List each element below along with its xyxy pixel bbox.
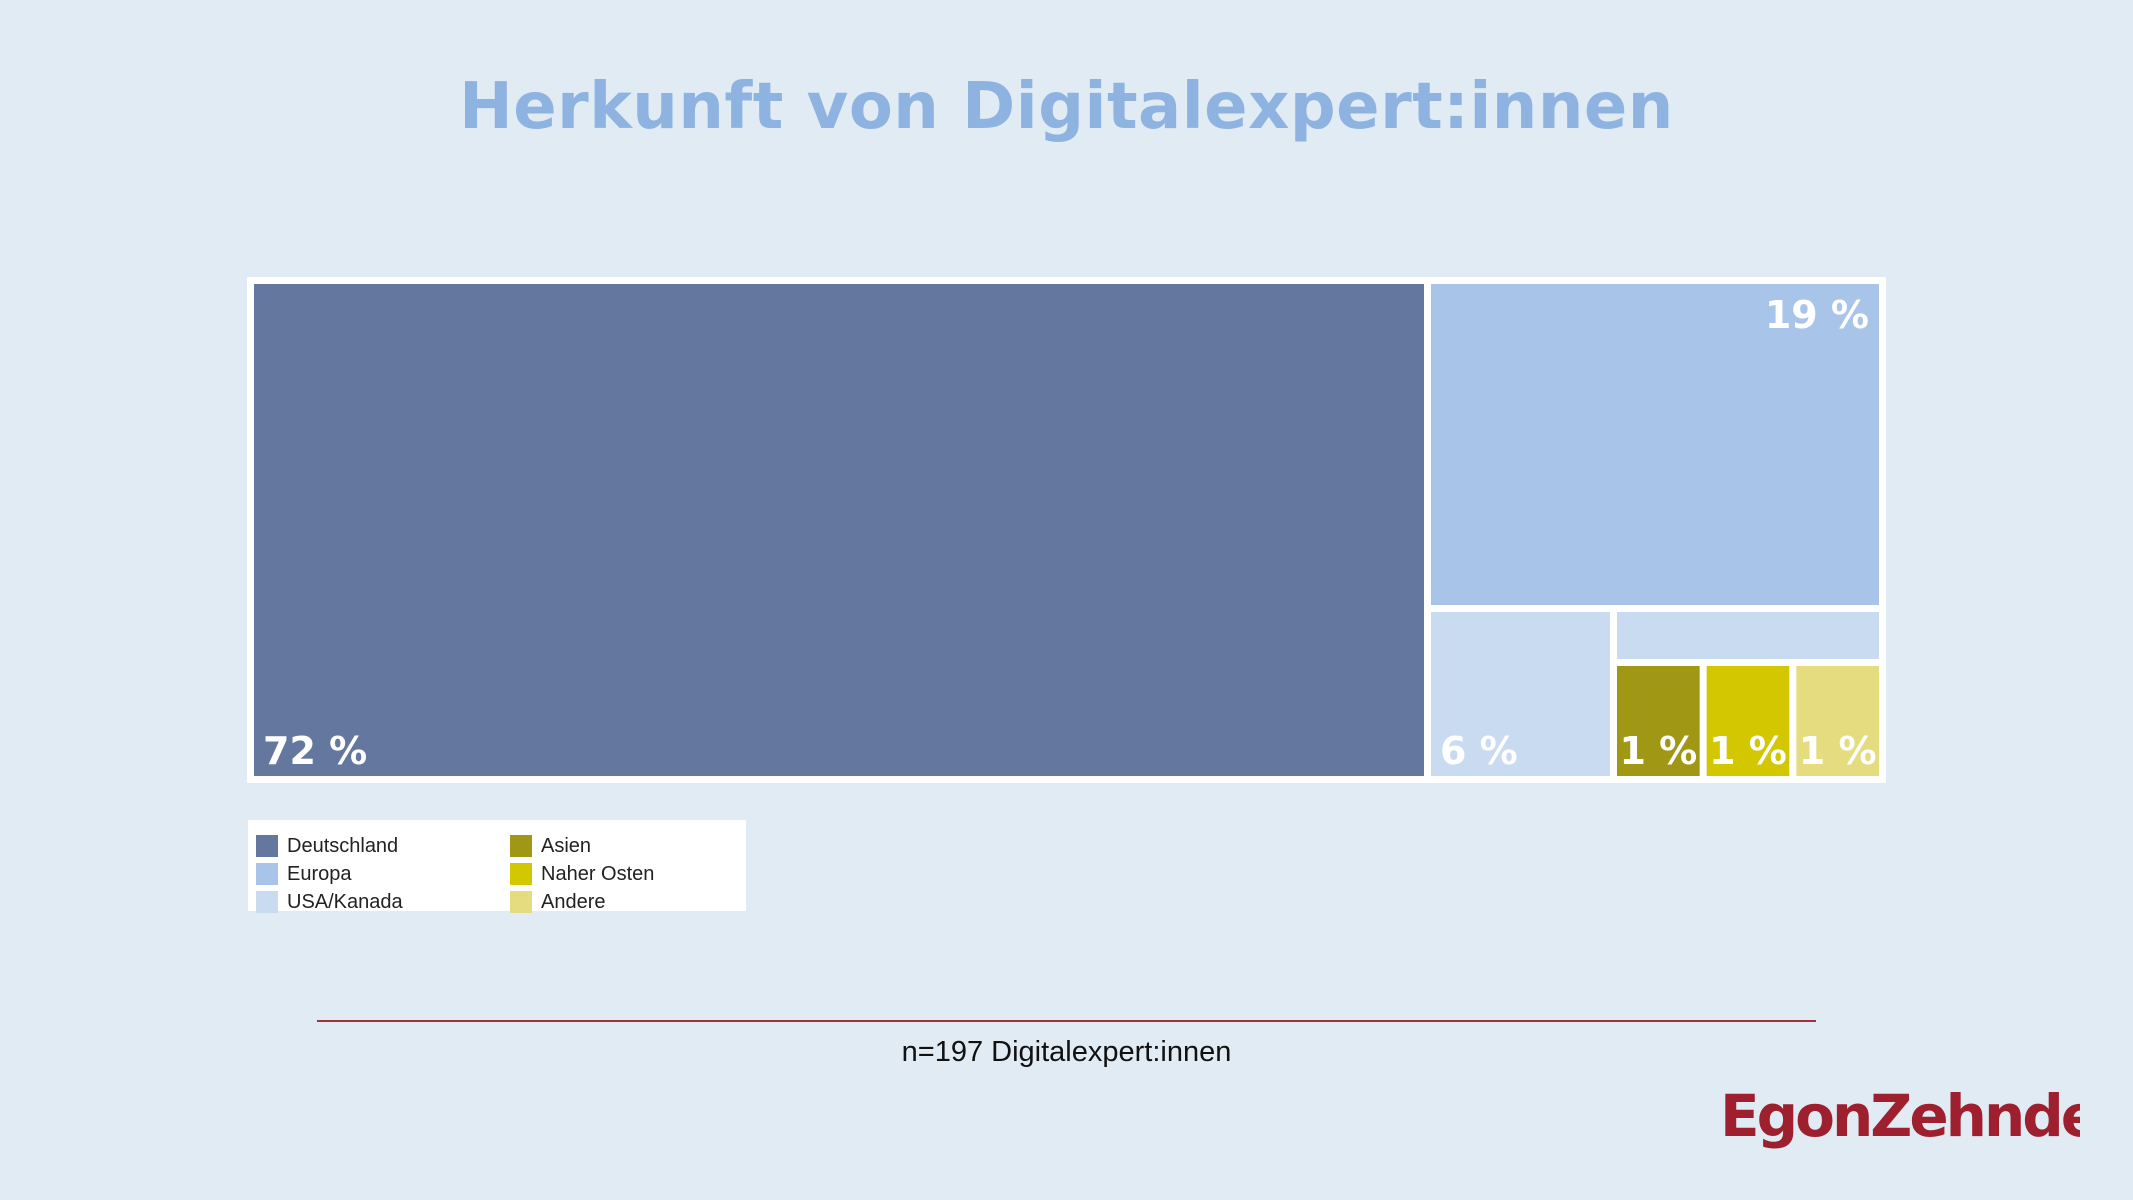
treemap-tile-filler	[1617, 612, 1879, 659]
sample-size-note: n=197 Digitalexpert:innen	[901, 1036, 1232, 1068]
legend-label: Deutschland	[287, 834, 399, 857]
legend-label: Europa	[287, 862, 352, 885]
treemap-tile-naher-osten	[1706, 666, 1790, 776]
legend-label: Andere	[541, 890, 606, 913]
data-label: 1 %	[1799, 729, 1877, 773]
treemap-tile-andere	[1796, 666, 1879, 776]
treemap-tile-usa-kanada	[1431, 612, 1610, 776]
treemap-tile-deutschland	[254, 284, 1424, 776]
data-label: 72 %	[263, 729, 367, 773]
legend-item-deutschland: Deutschland	[256, 834, 398, 858]
data-label: 1 %	[1619, 729, 1697, 773]
legend-swatch	[256, 863, 278, 885]
legend-swatch	[256, 891, 278, 913]
egon-zehnder-logo: EgonZehnder	[1720, 1082, 2080, 1150]
data-label: 19 %	[1765, 293, 1869, 337]
legend-item-usa-kanada: USA/Kanada	[256, 890, 403, 914]
legend-swatch	[256, 835, 278, 857]
legend-swatch	[510, 891, 532, 913]
legend-item-asien: Asien	[510, 834, 591, 858]
legend-label: Naher Osten	[541, 862, 655, 885]
legend-swatch	[510, 863, 532, 885]
data-label: 6 %	[1440, 729, 1518, 773]
legend: Deutschland Europa USA/Kanada Asien Nahe…	[248, 820, 746, 914]
legend-label: Asien	[541, 834, 592, 857]
divider-line	[317, 1020, 1816, 1022]
legend-label: USA/Kanada	[287, 890, 403, 913]
data-label: 1 %	[1709, 729, 1787, 773]
chart-title: Herkunft von Digitalexpert:innen	[459, 70, 1674, 144]
treemap-tile-europa	[1431, 284, 1879, 605]
legend-item-europa: Europa	[256, 862, 352, 886]
legend-item-andere: Andere	[510, 890, 606, 914]
legend-item-naher-osten: Naher Osten	[510, 862, 654, 886]
treemap-tile-asien	[1617, 666, 1700, 776]
svg-text:EgonZehnder: EgonZehnder	[1720, 1082, 2080, 1150]
legend-swatch	[510, 835, 532, 857]
